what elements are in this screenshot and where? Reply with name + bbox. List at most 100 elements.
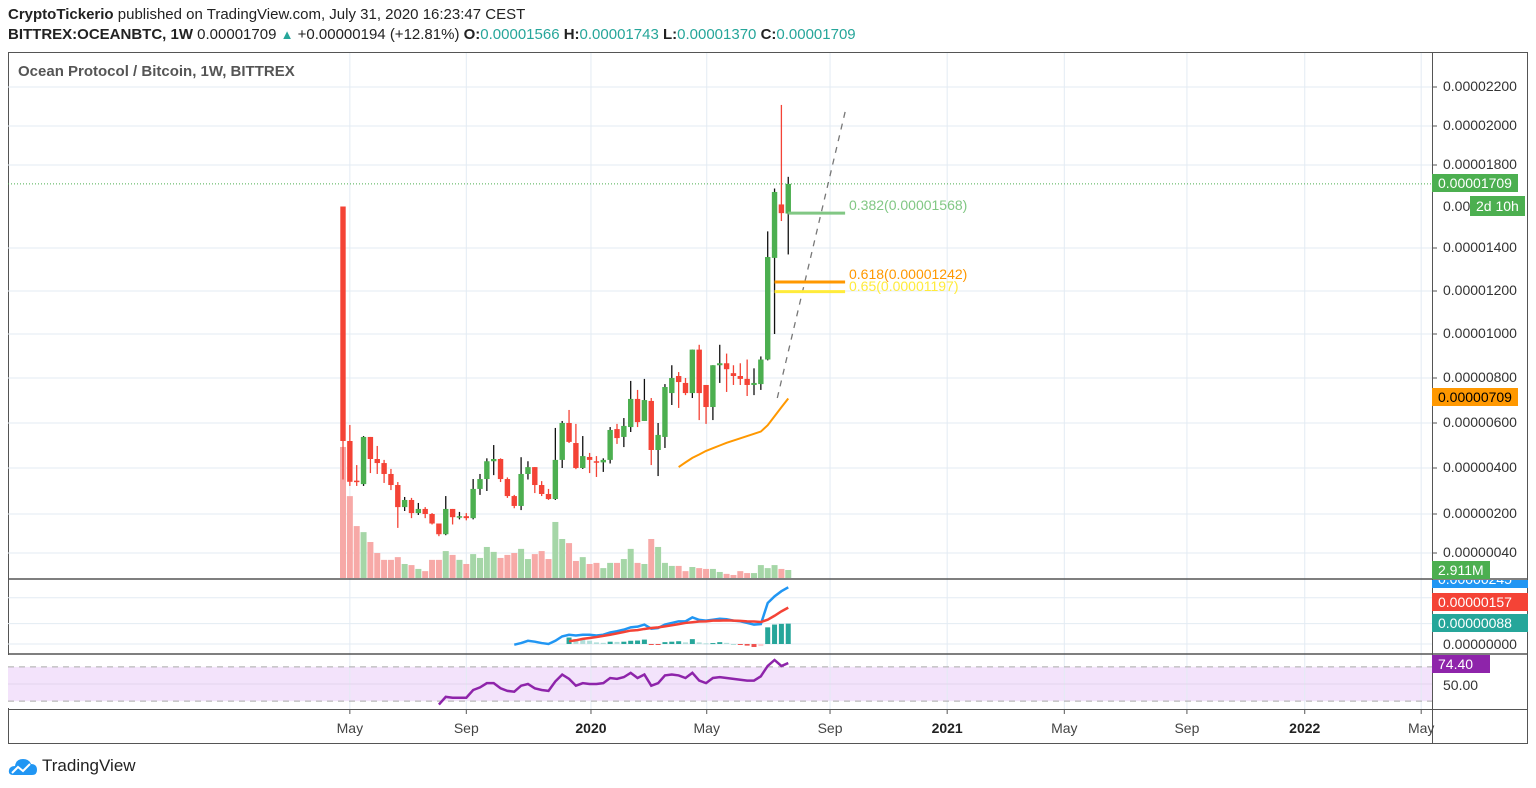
candle-body (593, 461, 600, 463)
volume-bar (381, 559, 388, 578)
volume-bar (655, 546, 662, 578)
volume-bar (668, 565, 675, 578)
time-tick-label: Sep (453, 720, 479, 736)
candle-body (449, 508, 456, 518)
macd-histogram-bar (785, 623, 791, 644)
volume-bar (579, 557, 586, 578)
time-tick-label: 2022 (1289, 720, 1321, 736)
candle-body (655, 434, 661, 450)
volume-bar (771, 565, 778, 578)
candle-body (785, 183, 791, 214)
price-tick-label: 0.00000040 (1443, 544, 1517, 560)
tradingview-logo[interactable]: TradingView (8, 756, 136, 776)
last-price-tag: 0.00001709 (1432, 174, 1518, 192)
close-value: 0.00001709 (776, 26, 856, 43)
volume-bar (463, 563, 470, 578)
candle-body (395, 485, 401, 508)
volume-bar (730, 574, 737, 578)
candle-body (703, 384, 709, 408)
signal-line (568, 606, 789, 643)
volume-bar (367, 542, 374, 578)
candle-body (436, 523, 442, 535)
time-tick-label: Sep (817, 720, 843, 736)
cloud-logo-icon (8, 759, 37, 775)
volume-bar (757, 565, 764, 578)
candle-body (497, 459, 504, 480)
candle-body (621, 425, 627, 437)
price-tick-label: 0.00000400 (1443, 459, 1517, 475)
candle-body (586, 456, 593, 460)
author[interactable]: CryptoTickerio (8, 6, 114, 23)
candle-body (408, 499, 415, 514)
volume-bar (689, 567, 696, 578)
volume-bar (593, 562, 600, 578)
volume-bar (456, 559, 463, 578)
candle-body (443, 508, 449, 535)
macd-histogram-bar (778, 623, 784, 644)
macd-histogram-bar (587, 640, 593, 644)
fib-level-label: 0.65(0.00001197) (849, 277, 959, 294)
candle-body (641, 400, 648, 421)
candle-body (456, 516, 463, 518)
price-tick-label: 0.00001400 (1443, 239, 1517, 255)
candle-body (532, 467, 538, 486)
up-arrow-icon: ▲ (280, 27, 294, 42)
candle-body (511, 496, 517, 506)
time-tick-label: May (1051, 720, 1078, 736)
macd-histogram-bar (641, 639, 647, 644)
volume-tag: 2.911M (1432, 561, 1490, 579)
candle-body (491, 459, 497, 462)
volume-bar (497, 557, 504, 578)
volume-bar (470, 554, 477, 578)
time-tick-label: 2021 (931, 720, 963, 736)
macd-histogram-bar (621, 641, 627, 644)
candle-body (381, 463, 387, 474)
candle-body (566, 423, 572, 442)
candle-body (758, 359, 764, 385)
price-tick-label: 0.00001800 (1443, 156, 1517, 172)
candle-body (737, 376, 743, 379)
macd-histogram-bar (758, 644, 764, 647)
symbol-info: BITTREX:OCEANBTC, 1W 0.00001709 ▲ +0.000… (8, 26, 856, 43)
fib-level-label: 0.382(0.00001568) (849, 197, 968, 214)
volume-bar (648, 538, 655, 578)
candle-body (360, 436, 367, 485)
volume-bar (723, 573, 730, 578)
trend-line (776, 111, 846, 399)
macd-histogram-bar (710, 643, 716, 645)
volume-bar (634, 562, 641, 578)
candle-body (354, 480, 360, 483)
volume-bar (538, 551, 545, 578)
moving-average-line (678, 397, 790, 468)
macd-histogram-bar (600, 642, 606, 644)
candle-body (545, 493, 552, 500)
candle-body (607, 429, 613, 460)
macd-zero-label: 0.00000000 (1443, 636, 1517, 652)
volume-bar (511, 553, 518, 578)
volume-bar (353, 526, 360, 578)
candle-body (682, 382, 689, 394)
rsi-line (437, 658, 789, 706)
candle-body (662, 387, 668, 437)
last-price: 0.00001709 (197, 26, 277, 43)
volume-bar (703, 568, 710, 578)
chart-frame (8, 52, 1528, 744)
macd-histogram-bar (689, 639, 695, 644)
macd-histogram-bar (607, 641, 613, 644)
publish-info: CryptoTickerio published on TradingView.… (8, 6, 525, 23)
candle-body (538, 485, 545, 494)
macd-histogram-bar (765, 627, 771, 644)
macd-histogram-bar (669, 641, 675, 644)
price-change: +0.00000194 (+12.81%) (297, 26, 460, 43)
candle-body (689, 349, 696, 394)
volume-bar (600, 568, 607, 578)
macd-histogram-bar (676, 641, 682, 644)
macd-histogram-bar (662, 642, 668, 644)
candle-body (744, 378, 750, 385)
candle-body (367, 436, 374, 459)
volume-bar (545, 559, 552, 578)
volume-bar (778, 568, 785, 578)
candle-body (771, 191, 778, 258)
volume-bar (709, 568, 716, 578)
